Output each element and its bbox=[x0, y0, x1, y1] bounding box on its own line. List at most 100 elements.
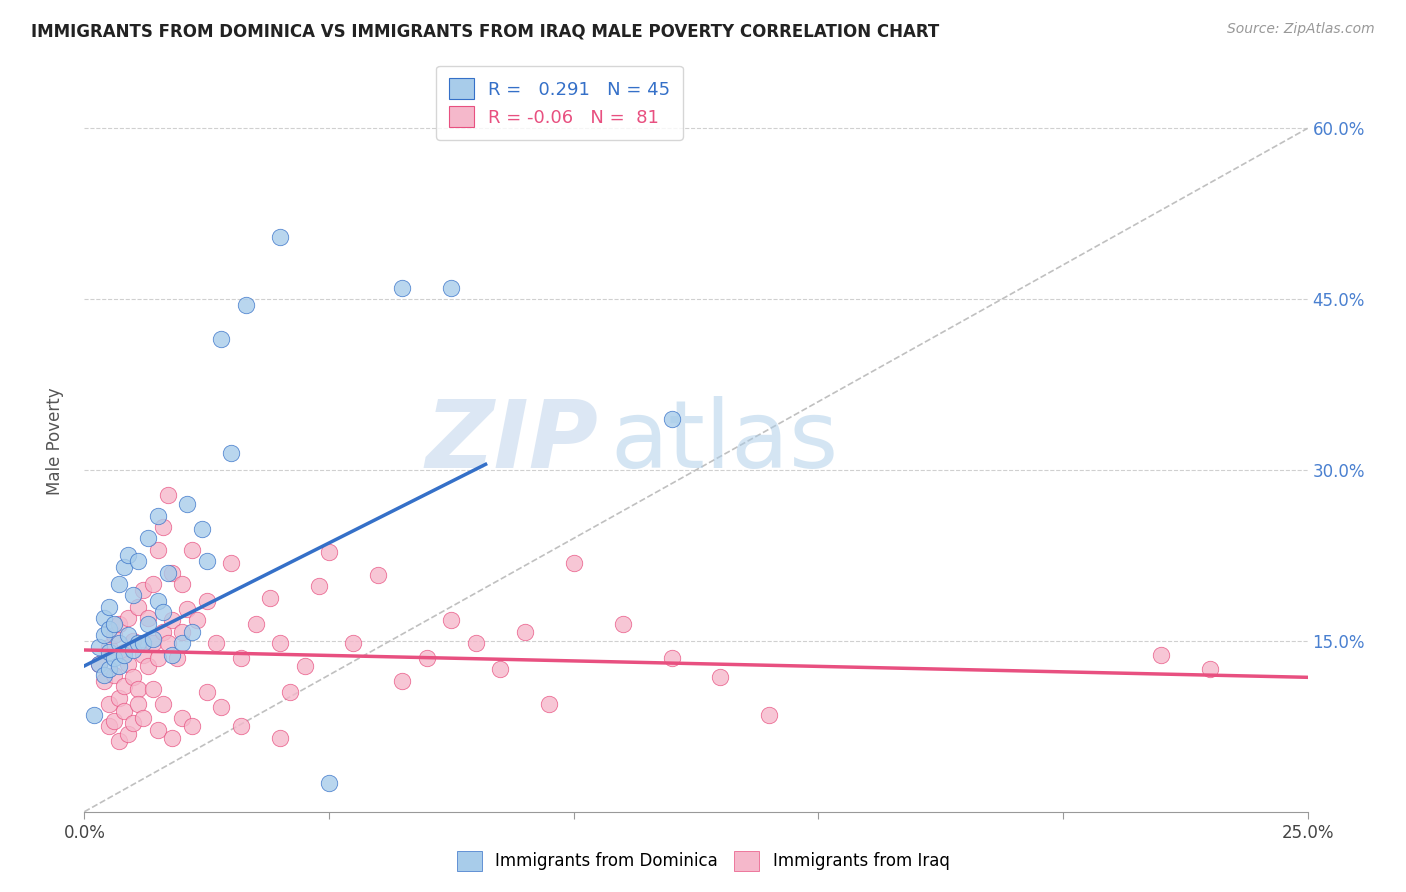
Point bbox=[219, 446, 242, 460]
Point bbox=[97, 599, 120, 614]
Point bbox=[103, 668, 125, 682]
Point bbox=[489, 662, 512, 676]
Point bbox=[146, 651, 169, 665]
Point bbox=[209, 700, 232, 714]
Point bbox=[107, 636, 129, 650]
Point bbox=[440, 281, 463, 295]
Point bbox=[146, 723, 169, 737]
Point bbox=[132, 636, 155, 650]
Point bbox=[87, 640, 110, 654]
Point bbox=[122, 633, 145, 648]
Point bbox=[235, 298, 257, 312]
Point bbox=[1198, 662, 1220, 676]
Point bbox=[142, 636, 165, 650]
Point bbox=[186, 613, 208, 627]
Point bbox=[181, 624, 204, 639]
Point bbox=[269, 636, 291, 650]
Point bbox=[162, 566, 184, 580]
Point bbox=[132, 648, 155, 662]
Point bbox=[117, 657, 139, 671]
Point bbox=[87, 657, 110, 671]
Point bbox=[195, 594, 218, 608]
Point bbox=[122, 715, 145, 730]
Point bbox=[97, 662, 120, 676]
Point bbox=[97, 719, 120, 733]
Point bbox=[112, 648, 135, 662]
Point bbox=[112, 705, 135, 719]
Point bbox=[278, 685, 301, 699]
Point bbox=[229, 651, 252, 665]
Point bbox=[103, 651, 125, 665]
Point bbox=[122, 643, 145, 657]
Point bbox=[416, 651, 439, 665]
Point bbox=[117, 611, 139, 625]
Point bbox=[152, 624, 174, 639]
Point bbox=[440, 613, 463, 627]
Point bbox=[132, 582, 155, 597]
Point bbox=[93, 611, 115, 625]
Point bbox=[156, 488, 179, 502]
Point bbox=[172, 711, 194, 725]
Point bbox=[166, 651, 188, 665]
Point bbox=[269, 229, 291, 244]
Point bbox=[513, 624, 536, 639]
Point bbox=[83, 707, 105, 722]
Point bbox=[122, 588, 145, 602]
Point bbox=[152, 520, 174, 534]
Text: Source: ZipAtlas.com: Source: ZipAtlas.com bbox=[1227, 22, 1375, 37]
Point bbox=[136, 532, 159, 546]
Point bbox=[97, 645, 120, 659]
Point bbox=[176, 497, 198, 511]
Point bbox=[219, 557, 242, 571]
Point bbox=[122, 670, 145, 684]
Point bbox=[181, 719, 204, 733]
Point bbox=[93, 628, 115, 642]
Point bbox=[191, 522, 214, 536]
Point bbox=[97, 623, 120, 637]
Point bbox=[146, 508, 169, 523]
Point bbox=[107, 577, 129, 591]
Point bbox=[318, 776, 340, 790]
Point bbox=[181, 542, 204, 557]
Point bbox=[269, 731, 291, 745]
Point bbox=[103, 714, 125, 728]
Point bbox=[132, 711, 155, 725]
Text: IMMIGRANTS FROM DOMINICA VS IMMIGRANTS FROM IRAQ MALE POVERTY CORRELATION CHART: IMMIGRANTS FROM DOMINICA VS IMMIGRANTS F… bbox=[31, 22, 939, 40]
Point bbox=[112, 645, 135, 659]
Point bbox=[308, 579, 330, 593]
Point bbox=[146, 542, 169, 557]
Point bbox=[162, 648, 184, 662]
Point bbox=[229, 719, 252, 733]
Point bbox=[661, 651, 683, 665]
Point bbox=[152, 697, 174, 711]
Point bbox=[259, 591, 281, 605]
Point bbox=[391, 673, 413, 688]
Point bbox=[87, 657, 110, 671]
Point bbox=[318, 545, 340, 559]
Point bbox=[195, 554, 218, 568]
Point bbox=[162, 731, 184, 745]
Point bbox=[152, 606, 174, 620]
Point bbox=[107, 734, 129, 748]
Point bbox=[97, 640, 120, 654]
Point bbox=[146, 594, 169, 608]
Point bbox=[117, 727, 139, 741]
Point bbox=[464, 636, 486, 650]
Point bbox=[112, 559, 135, 574]
Point bbox=[103, 628, 125, 642]
Point bbox=[93, 668, 115, 682]
Point bbox=[107, 616, 129, 631]
Point bbox=[391, 281, 413, 295]
Y-axis label: Male Poverty: Male Poverty bbox=[45, 388, 63, 495]
Point bbox=[136, 611, 159, 625]
Point bbox=[112, 680, 135, 694]
Point bbox=[127, 636, 149, 650]
Point bbox=[136, 616, 159, 631]
Point bbox=[367, 567, 389, 582]
Point bbox=[156, 566, 179, 580]
Point bbox=[117, 628, 139, 642]
Point bbox=[1150, 648, 1173, 662]
Point bbox=[195, 685, 218, 699]
Point bbox=[93, 673, 115, 688]
Point bbox=[342, 636, 364, 650]
